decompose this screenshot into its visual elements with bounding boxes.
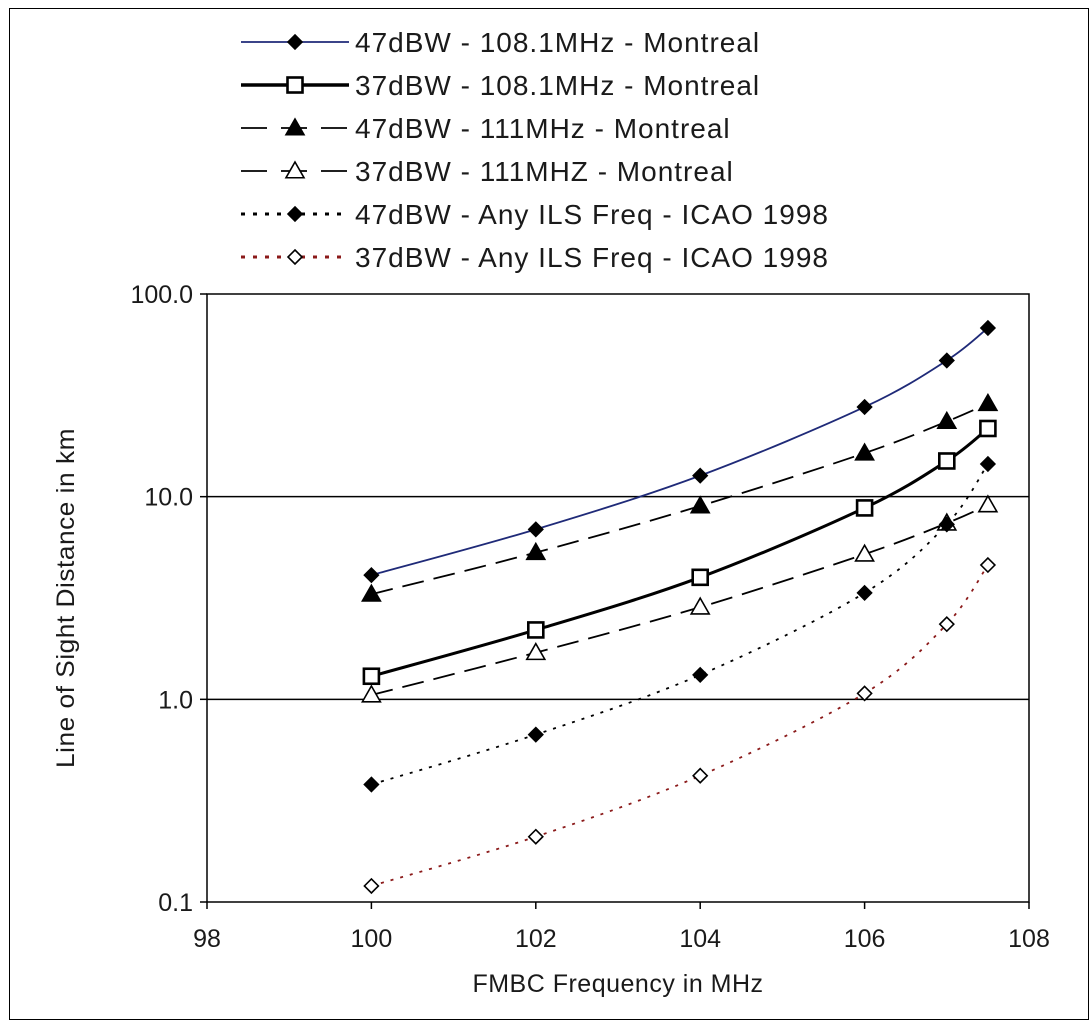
data-point: [979, 319, 997, 337]
x-tick-label: 100: [351, 925, 393, 953]
legend-item: 37dBW - 111MHZ - Montreal: [241, 156, 734, 187]
data-point: [689, 495, 711, 514]
data-point: [361, 684, 382, 703]
legend-marker: [286, 76, 304, 94]
legend-marker: [284, 117, 306, 136]
x-axis-ticks: 98 100 102 104 106 108: [193, 902, 1050, 953]
chart-frame: [9, 8, 1089, 1020]
legend-label: 37dBW - 108.1MHz - Montreal: [355, 70, 760, 101]
data-point: [692, 767, 709, 784]
data-point: [937, 452, 956, 470]
series-4: [361, 494, 999, 703]
data-point: [977, 494, 999, 513]
legend-item: 47dBW - Any ILS Freq - ICAO 1998: [241, 199, 829, 230]
legend: 47dBW - 108.1MHz - Montreal 37dBW - 108.1…: [241, 27, 829, 273]
data-point: [527, 521, 544, 538]
legend-label: 47dBW - 108.1MHz - Montreal: [355, 27, 760, 58]
series-line: [371, 327, 989, 577]
series-2: [362, 419, 997, 686]
legend-item: 47dBW - 108.1MHz - Montreal: [241, 27, 760, 58]
data-point: [979, 556, 997, 574]
data-point: [938, 615, 955, 633]
legend-label: 37dBW - 111MHZ - Montreal: [355, 156, 734, 187]
data-point: [692, 666, 709, 684]
x-axis-title: FMBC Frequency in MHz: [472, 970, 763, 998]
legend-marker: [286, 33, 304, 51]
data-point: [692, 467, 709, 484]
y-tick-label: 0.1: [158, 889, 193, 917]
x-tick-label: 104: [679, 925, 721, 953]
data-point: [856, 584, 873, 602]
data-point: [363, 776, 380, 793]
legend-item: 37dBW - Any ILS Freq - ICAO 1998: [241, 242, 829, 273]
data-point: [525, 642, 547, 661]
data-point: [362, 667, 381, 686]
data-point: [525, 541, 547, 561]
data-point: [689, 596, 711, 615]
legend-item: 47dBW - 111MHz - Montreal: [241, 113, 731, 144]
data-point: [936, 410, 958, 430]
data-point: [856, 398, 873, 416]
y-tick-label: 100.0: [130, 281, 193, 309]
legend-marker: [284, 160, 306, 179]
data-point: [363, 567, 380, 584]
legend-label: 37dBW - Any ILS Freq - ICAO 1998: [355, 242, 829, 273]
data-point: [938, 352, 955, 369]
series-line: [371, 564, 989, 887]
data-point: [979, 419, 997, 438]
data-point: [854, 543, 875, 562]
legend-label: 47dBW - 111MHz - Montreal: [355, 113, 731, 144]
series-3: [361, 392, 999, 602]
series-6: [363, 556, 997, 895]
x-tick-label: 102: [515, 925, 557, 953]
data-point: [938, 516, 955, 533]
series-1: [363, 319, 997, 584]
data-point: [526, 621, 545, 639]
data-point: [855, 499, 874, 517]
y-axis-ticks: 0.1 1.0 10.0 100.0: [130, 281, 207, 917]
legend-marker: [286, 205, 304, 223]
series-line: [371, 463, 989, 786]
data-point: [854, 442, 875, 461]
series-line: [370, 427, 989, 678]
legend-label: 47dBW - Any ILS Freq - ICAO 1998: [355, 199, 829, 230]
series-line: [371, 504, 989, 696]
x-tick-label: 98: [193, 925, 221, 953]
data-point: [527, 828, 544, 845]
x-tick-label: 106: [844, 925, 886, 953]
y-axis-title: Line of Sight Distance in km: [52, 428, 80, 768]
y-tick-label: 10.0: [144, 484, 193, 512]
data-point: [691, 568, 710, 587]
legend-marker: [286, 248, 304, 266]
series-layer: [361, 319, 999, 895]
legend-item: 37dBW - 108.1MHz - Montreal: [241, 70, 760, 101]
plot-area: [206, 293, 1030, 903]
data-point: [856, 685, 873, 702]
x-tick-label: 108: [1008, 925, 1050, 953]
y-tick-label: 1.0: [158, 686, 193, 714]
data-point: [527, 726, 544, 743]
series-line: [371, 402, 989, 596]
data-point: [979, 455, 997, 473]
data-point: [363, 877, 380, 895]
data-point: [361, 583, 382, 602]
data-point: [977, 392, 999, 412]
grid: [207, 495, 1029, 701]
series-5: [363, 455, 997, 793]
